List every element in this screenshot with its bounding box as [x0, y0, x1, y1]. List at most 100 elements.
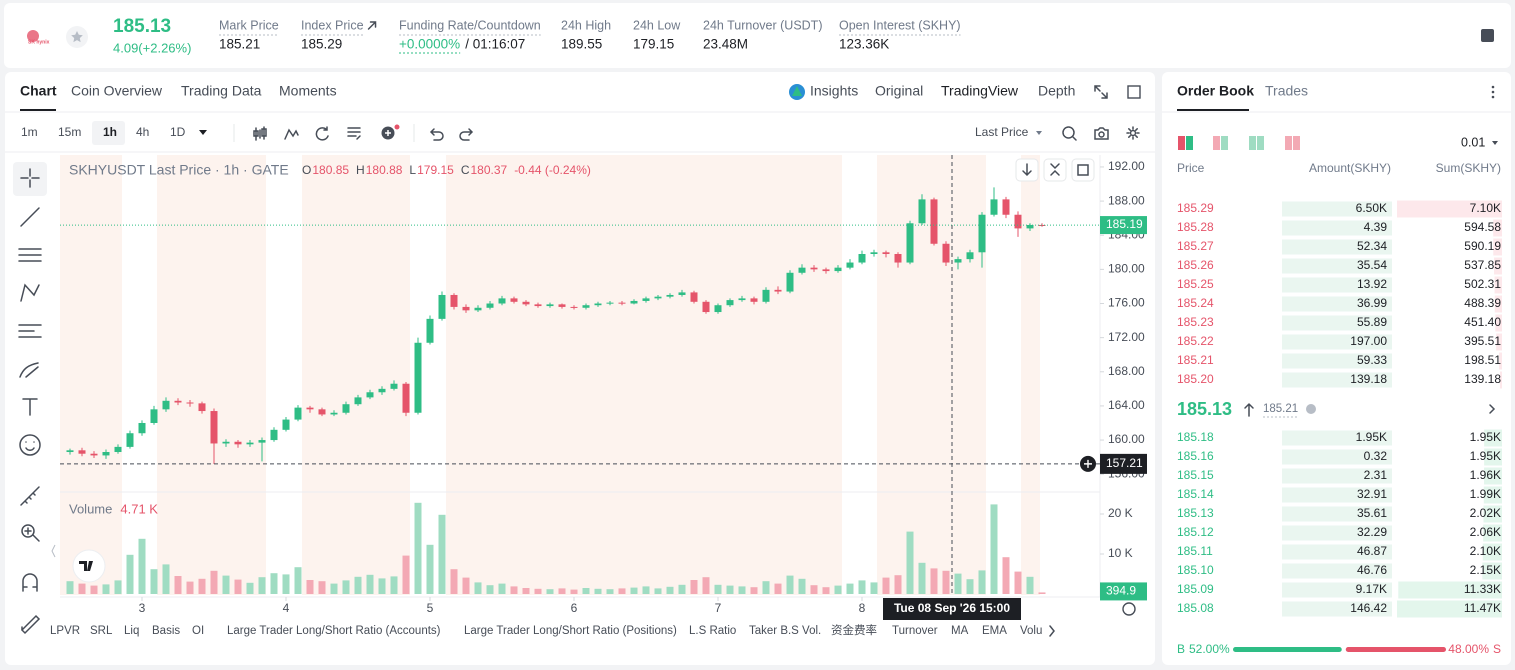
candle-body [246, 442, 254, 445]
indicator-tab[interactable]: SRL [90, 625, 113, 637]
indicator-tab[interactable]: 资金费率 [831, 623, 877, 637]
interval[interactable]: 1D [170, 125, 186, 139]
drawing-tool[interactable] [18, 248, 42, 262]
view-tab[interactable]: TradingView [941, 83, 1019, 99]
interval[interactable]: 4h [136, 125, 149, 139]
expand-chevron[interactable] [1489, 404, 1496, 414]
view-mode[interactable] [1257, 136, 1264, 150]
search-icon[interactable] [1062, 126, 1077, 141]
indicator-tab[interactable]: OI [192, 625, 204, 637]
header-panel [4, 3, 1511, 68]
drawing-tool[interactable] [19, 362, 39, 378]
session-shade [446, 155, 842, 595]
candle-body [714, 305, 722, 313]
indicator-tab[interactable]: Taker B.S Vol. [749, 625, 821, 637]
indicator-tab[interactable]: Volu [1020, 625, 1042, 637]
indicator-scroll[interactable] [1049, 625, 1055, 637]
volume-bar [594, 588, 602, 594]
indicator-tab[interactable]: Basis [152, 625, 180, 637]
drawing-tool[interactable] [22, 398, 38, 416]
view-mode[interactable] [1186, 136, 1193, 150]
chart-tab[interactable]: Coin Overview [71, 83, 163, 99]
orderbook-tab[interactable]: Order Book [1177, 83, 1254, 99]
orderbook-tab-indicator [1177, 109, 1249, 111]
candle-body [258, 440, 266, 443]
drawing-tool[interactable] [20, 283, 40, 302]
drawing-tool[interactable] [20, 207, 40, 227]
view-mode[interactable] [1213, 136, 1220, 150]
indicator-tab[interactable]: Liq [124, 625, 139, 637]
order-sum: 1.96K [1470, 468, 1501, 482]
indicator-tab[interactable]: Large Trader Long/Short Ratio (Accounts) [227, 625, 441, 637]
drawing-tool[interactable] [20, 168, 40, 188]
view-mode[interactable] [1178, 136, 1185, 150]
indicator-icon[interactable] [284, 128, 299, 140]
chart-tab[interactable]: Moments [279, 83, 337, 99]
interval-caret[interactable] [199, 130, 207, 135]
session-shade [1021, 155, 1040, 595]
interval[interactable]: 15m [58, 125, 81, 139]
view-tab[interactable]: Depth [1038, 83, 1075, 99]
chart-button[interactable] [1071, 158, 1095, 182]
depth-bar [1499, 352, 1502, 370]
legend-value: 179.15 [417, 163, 454, 177]
interval[interactable]: 1m [21, 125, 38, 139]
drawing-tool[interactable] [21, 524, 40, 542]
volume-bar [534, 588, 542, 594]
drawing-tool[interactable] [19, 434, 41, 456]
volume-bar [366, 574, 374, 594]
drawing-tool[interactable] [20, 614, 41, 635]
view-mode[interactable] [1221, 136, 1228, 150]
order-price: 185.27 [1177, 239, 1214, 253]
indicator-tab[interactable]: EMA [982, 625, 1007, 637]
settings-icon[interactable] [1126, 126, 1140, 140]
maximize-icon [1077, 164, 1089, 176]
indicator-tab[interactable]: LPVR [50, 625, 80, 637]
amount-bg [1282, 372, 1392, 388]
stat-value: 185.29 [301, 37, 342, 52]
chart-tab[interactable]: Trading Data [181, 83, 262, 99]
indicator-tab[interactable]: Turnover [892, 625, 938, 637]
volume-bar [714, 584, 722, 594]
redo-icon[interactable] [459, 128, 474, 141]
layout-icon[interactable] [1127, 85, 1141, 99]
undo-icon[interactable] [429, 128, 444, 141]
volume-bar [318, 581, 326, 594]
view-mode[interactable] [1285, 136, 1292, 150]
chart-tab[interactable]: Chart [20, 83, 57, 99]
y-tick-label: 164.00 [1108, 398, 1145, 412]
ratio-buy: 52.00% [1189, 642, 1230, 656]
candle-type-icon[interactable] [253, 126, 267, 141]
volume-bar [834, 585, 842, 594]
volume-bar [942, 570, 950, 594]
replay-icon[interactable] [315, 126, 329, 141]
volume-bar [606, 589, 614, 594]
orderbook-tab[interactable]: Trades [1265, 83, 1308, 99]
view-mode[interactable] [1293, 136, 1300, 150]
camera-icon[interactable] [1094, 127, 1109, 140]
indicator-tab[interactable]: MA [951, 625, 969, 637]
drawing-tool[interactable] [22, 573, 38, 592]
depth-bar [1484, 429, 1502, 447]
order-price: 185.15 [1177, 468, 1214, 482]
tools-collapse[interactable] [51, 544, 56, 558]
fullscreen-icon[interactable] [1094, 85, 1108, 99]
view-tab[interactable]: Insights [810, 83, 858, 99]
axis-settings[interactable] [1122, 602, 1136, 616]
notes-button[interactable] [1481, 29, 1494, 42]
candle-body [354, 397, 362, 405]
view-tab[interactable]: Original [875, 83, 923, 99]
indicator-tab[interactable]: L.S Ratio [689, 625, 736, 637]
precision[interactable]: 0.01 [1461, 135, 1485, 149]
drawing-tool[interactable] [20, 486, 40, 506]
template-icon[interactable] [347, 127, 361, 140]
x-tick-label: 4 [283, 601, 290, 615]
depth-bar [1493, 238, 1502, 256]
indicator-tab[interactable]: Large Trader Long/Short Ratio (Positions… [464, 625, 677, 637]
volume-bar [390, 576, 398, 594]
interval[interactable]: 1h [103, 125, 117, 139]
price-source[interactable]: Last Price [975, 125, 1029, 139]
view-mode[interactable] [1249, 136, 1256, 150]
drawing-tool[interactable] [18, 324, 42, 338]
order-sum: 488.39 [1464, 296, 1501, 310]
